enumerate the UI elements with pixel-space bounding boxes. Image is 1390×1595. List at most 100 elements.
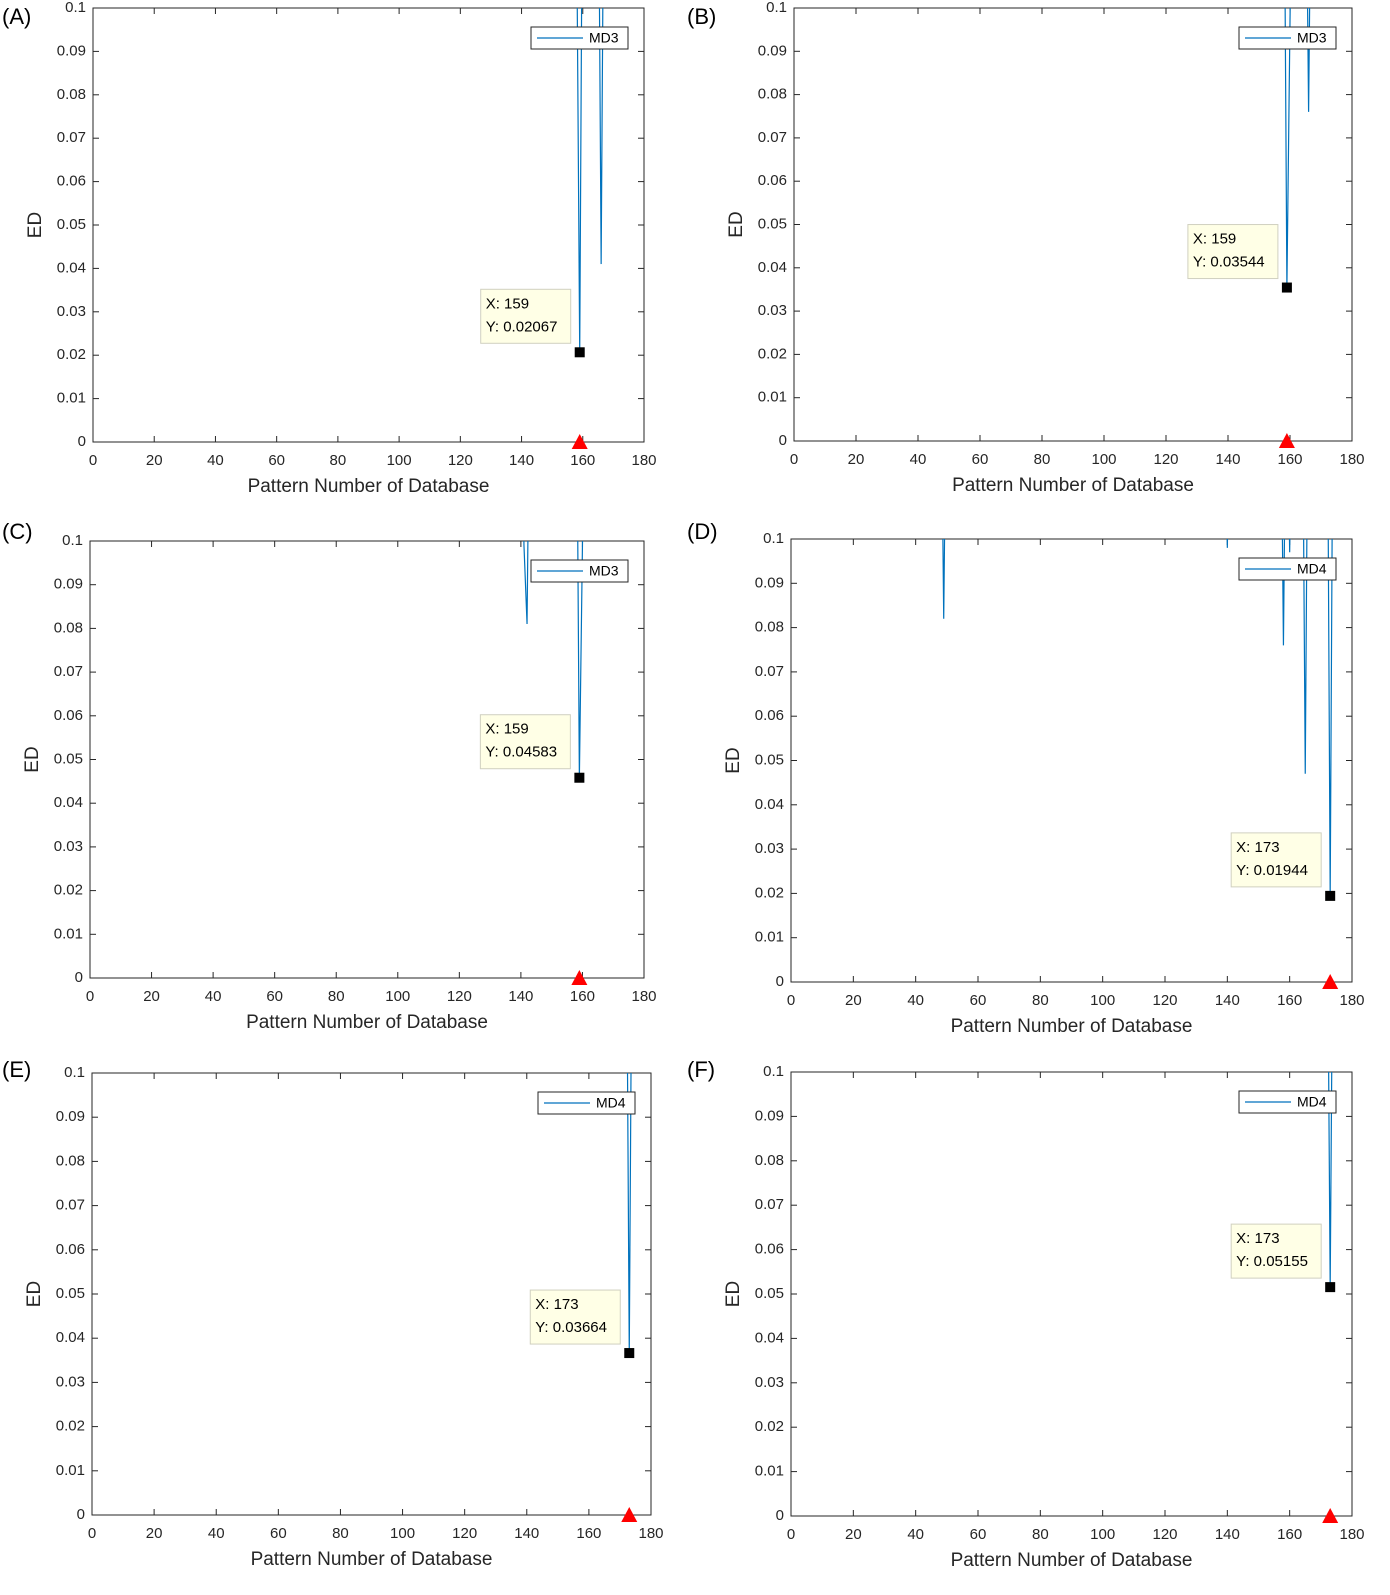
datatip-box [529, 1289, 621, 1345]
x-tick-label: 100 [1090, 1526, 1115, 1543]
datatip-box [1230, 1223, 1322, 1279]
axes-box [92, 7, 645, 443]
x-tick-label: 100 [1091, 451, 1116, 468]
y-tick-label: 0.09 [57, 42, 86, 59]
x-tick-label: 100 [385, 988, 410, 1005]
y-tick-label: 0.02 [755, 1418, 784, 1435]
x-tick-label: 20 [146, 1525, 163, 1542]
target-marker [571, 970, 588, 985]
datatip-box [479, 714, 571, 770]
axes-box [790, 1071, 1353, 1517]
y-tick-label: 0.06 [755, 707, 784, 724]
y-tick-label: 0.05 [57, 216, 86, 233]
x-tick-label: 180 [1339, 451, 1364, 468]
y-tick-label: 0.01 [755, 1463, 784, 1480]
legend-label: MD3 [589, 30, 619, 46]
datatip-marker [574, 347, 585, 358]
x-tick-label: 140 [1215, 451, 1240, 468]
x-tick-label: 60 [972, 451, 989, 468]
y-axis-label: ED [24, 1281, 45, 1307]
y-tick-label: 0.1 [763, 1063, 784, 1080]
y-tick-label: 0.07 [755, 1196, 784, 1213]
x-axis-label: Pattern Number of Database [952, 475, 1194, 496]
y-axis-label: ED [723, 1281, 744, 1307]
x-tick-label: 180 [638, 1525, 663, 1542]
x-tick-label: 40 [907, 992, 924, 1009]
panel-label: (C) [2, 519, 33, 544]
x-axis-label: Pattern Number of Database [246, 1012, 488, 1033]
datatip-box [480, 288, 572, 344]
y-tick-label: 0.07 [755, 663, 784, 680]
y-tick-label: 0.08 [758, 86, 787, 103]
panel-label: (F) [687, 1057, 715, 1082]
y-tick-label: 0.09 [56, 1108, 85, 1125]
x-tick-label: 20 [146, 452, 163, 469]
x-tick-label: 40 [208, 1525, 225, 1542]
x-tick-label: 120 [447, 988, 472, 1005]
x-axis-label: Pattern Number of Database [951, 1016, 1193, 1037]
y-tick-label: 0.05 [54, 750, 83, 767]
y-tick-label: 0.02 [758, 345, 787, 362]
x-tick-label: 40 [910, 451, 927, 468]
y-tick-label: 0.06 [758, 172, 787, 189]
target-marker [1322, 1508, 1339, 1523]
y-tick-label: 0.08 [56, 1152, 85, 1169]
y-tick-label: 0.01 [758, 389, 787, 406]
x-tick-label: 0 [790, 451, 798, 468]
chart-panel: (C) 0 0.01 0.02 0.03 0.04 0.05 0.06 0.07 0.08 0.09… [2, 519, 657, 1033]
x-tick-label: 120 [1153, 451, 1178, 468]
y-tick-label: 0.08 [755, 1152, 784, 1169]
x-tick-label: 20 [845, 992, 862, 1009]
x-tick-label: 80 [330, 452, 347, 469]
x-tick-label: 40 [907, 1526, 924, 1543]
y-tick-label: 0.02 [54, 882, 83, 899]
x-tick-label: 120 [448, 452, 473, 469]
x-tick-label: 160 [576, 1525, 601, 1542]
y-tick-label: 0.07 [54, 663, 83, 680]
x-tick-label: 20 [845, 1526, 862, 1543]
x-tick-label: 60 [268, 452, 285, 469]
x-tick-label: 180 [631, 988, 656, 1005]
y-tick-label: 0 [776, 973, 784, 990]
y-tick-label: 0.04 [758, 259, 787, 276]
y-tick-label: 0.08 [57, 86, 86, 103]
datatip-label: X: 159 [1193, 231, 1236, 248]
x-tick-label: 180 [631, 452, 656, 469]
y-tick-label: 0.01 [57, 390, 86, 407]
x-axis-label: Pattern Number of Database [248, 476, 490, 497]
y-tick-label: 0.03 [56, 1373, 85, 1390]
y-tick-label: 0.1 [62, 532, 83, 549]
x-tick-label: 0 [89, 452, 97, 469]
x-tick-label: 120 [1152, 992, 1177, 1009]
y-axis-label: ED [25, 212, 46, 238]
x-tick-label: 120 [452, 1525, 477, 1542]
y-tick-label: 0 [75, 969, 83, 986]
x-tick-label: 160 [570, 452, 595, 469]
target-marker [621, 1507, 638, 1522]
x-tick-label: 0 [86, 988, 94, 1005]
y-tick-label: 0 [779, 432, 787, 449]
datatip-marker [1325, 1282, 1336, 1293]
y-tick-label: 0.02 [57, 346, 86, 363]
y-tick-label: 0.04 [755, 1329, 784, 1346]
datatip-label: X: 159 [486, 295, 529, 312]
x-tick-label: 60 [970, 992, 987, 1009]
datatip-label: Y: 0.04583 [485, 744, 557, 761]
y-tick-label: 0.07 [758, 129, 787, 146]
x-tick-label: 160 [570, 988, 595, 1005]
y-tick-label: 0.03 [755, 840, 784, 857]
y-tick-label: 0.09 [54, 576, 83, 593]
chart-panel: (A) 0 0.01 0.02 0.03 0.04 0.05 0.06 0.07 0.08 0.09… [2, 0, 657, 497]
x-tick-label: 20 [848, 451, 865, 468]
y-tick-label: 0.1 [766, 0, 787, 16]
y-tick-label: 0.1 [763, 530, 784, 547]
y-tick-label: 0.04 [57, 259, 86, 276]
y-tick-label: 0.03 [57, 303, 86, 320]
line-series [523, 541, 584, 778]
y-tick-label: 0.01 [56, 1462, 85, 1479]
x-tick-label: 140 [1215, 992, 1240, 1009]
chart-panel: (D) 0 0.01 0.02 0.03 0.04 0.05 0.06 0.07 0.08 0.09… [687, 519, 1365, 1037]
y-tick-label: 0.03 [758, 302, 787, 319]
datatip-label: Y: 0.03544 [1193, 254, 1265, 271]
